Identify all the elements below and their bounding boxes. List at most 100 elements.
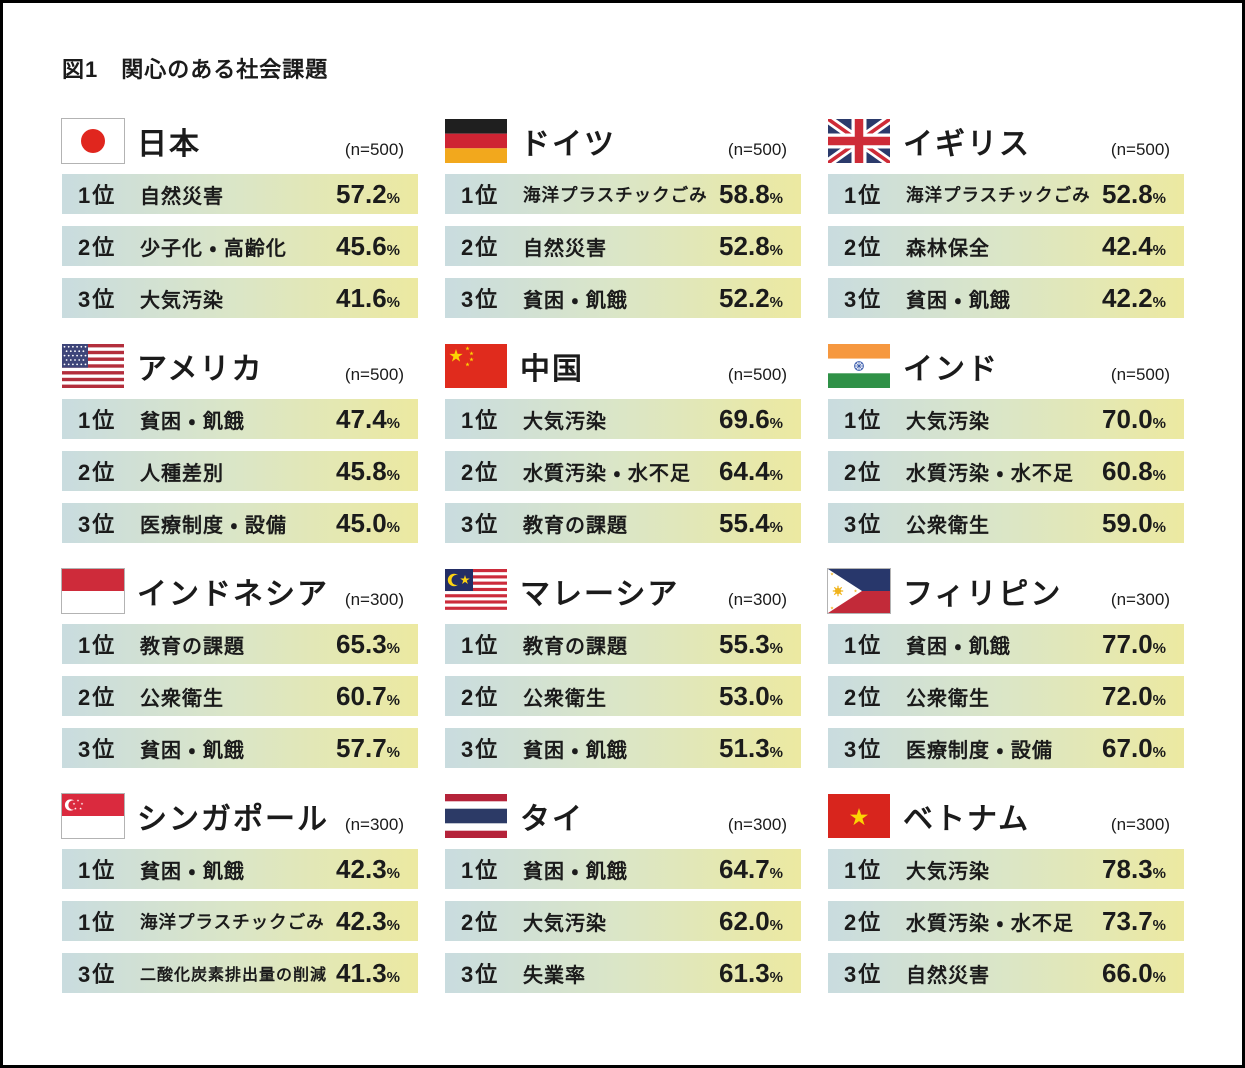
rank-row: 2位 自然災害 52.8% (445, 226, 801, 266)
rank-label: 2位 (461, 235, 500, 260)
issue-label: 大気汚染 (523, 912, 607, 935)
percent-value: 42.3% (336, 853, 400, 884)
japan-flag-icon (61, 118, 125, 164)
country-card-philippines: フィリピン (n=300) 1位 貧困 ・ 飢餓 77.0% 2位 公衆衛生 72.0%… (827, 568, 1184, 768)
issue-label: 人種差別 (140, 462, 224, 485)
rank-row: 2位 水質汚染 ・ 水不足 73.7% (828, 901, 1184, 941)
issue-label: 海洋プラスチックごみ (523, 184, 708, 205)
percent-value: 42.2% (1102, 282, 1166, 313)
uk-flag-icon (828, 119, 890, 163)
country-header: 中国 (n=500) (445, 343, 801, 389)
china-flag-icon (445, 344, 507, 388)
percent-value: 62.0% (719, 905, 783, 936)
country-header: インド (n=500) (828, 343, 1184, 389)
sample-size: (n=500) (1110, 140, 1170, 159)
issue-label: 教育の課題 (523, 514, 628, 537)
issue-label: 公衆衛生 (140, 687, 224, 710)
country-name: シンガポール (137, 803, 329, 836)
percent-value: 77.0% (1102, 628, 1166, 659)
rank-row: 3位 公衆衛生 59.0% (828, 503, 1184, 543)
issue-label: 水質汚染 ・ 水不足 (906, 462, 1074, 485)
rank-row: 1位 貧困 ・ 飢餓 64.7% (445, 849, 801, 889)
sample-size: (n=500) (1110, 365, 1170, 384)
rank-label: 1位 (844, 408, 883, 433)
rank-label: 1位 (461, 633, 500, 658)
rank-label: 2位 (78, 460, 117, 485)
indonesia-flag-icon (61, 568, 125, 614)
malaysia-flag-icon (445, 569, 507, 613)
rank-label: 1位 (78, 910, 117, 935)
sample-size: (n=300) (727, 590, 787, 609)
rank-row: 1位 貧困 ・ 飢餓 42.3% (62, 849, 418, 889)
percent-value: 73.7% (1102, 905, 1166, 936)
country-name: フィリピン (903, 578, 1063, 611)
rank-row: 3位 医療制度 ・ 設備 45.0% (62, 503, 418, 543)
sample-size: (n=300) (727, 815, 787, 834)
rank-label: 2位 (844, 685, 883, 710)
rank-label: 1位 (844, 858, 883, 883)
country-header: タイ (n=300) (445, 793, 801, 839)
issue-label: 医療制度 ・ 設備 (140, 514, 287, 537)
percent-value: 57.2% (336, 178, 400, 209)
rank-label: 1位 (78, 183, 117, 208)
country-name: ドイツ (520, 128, 616, 161)
india-flag-icon (828, 344, 890, 388)
issue-label: 公衆衛生 (523, 687, 607, 710)
rank-label: 3位 (78, 962, 117, 987)
sample-size: (n=300) (344, 590, 404, 609)
rank-row: 1位 大気汚染 78.3% (828, 849, 1184, 889)
issue-label: 二酸化炭素排出量の削減 (140, 967, 328, 984)
rank-label: 1位 (461, 858, 500, 883)
rank-row: 3位 貧困 ・ 飢餓 51.3% (445, 728, 801, 768)
country-card-uk: イギリス (n=500) 1位 海洋プラスチックごみ 52.8% 2位 森林保全 42.… (828, 118, 1184, 318)
percent-value: 45.6% (336, 230, 400, 261)
percent-value: 72.0% (1102, 680, 1166, 711)
rank-label: 2位 (461, 685, 500, 710)
rank-row: 2位 大気汚染 62.0% (445, 901, 801, 941)
figure-title: 図1 関心のある社会課題 (62, 57, 329, 82)
percent-value: 42.3% (336, 905, 400, 936)
percent-value: 55.4% (719, 507, 783, 538)
sample-size: (n=300) (1110, 590, 1170, 609)
rank-label: 3位 (844, 737, 883, 762)
sample-size: (n=300) (1110, 815, 1170, 834)
issue-label: 大気汚染 (906, 860, 990, 883)
issue-label: 海洋プラスチックごみ (906, 184, 1091, 205)
sample-size: (n=500) (727, 365, 787, 384)
country-name: ベトナム (903, 803, 1031, 836)
rank-label: 3位 (461, 962, 500, 987)
issue-label: 大気汚染 (906, 410, 990, 433)
rank-row: 3位 貧困 ・ 飢餓 52.2% (445, 278, 801, 318)
percent-value: 55.3% (719, 628, 783, 659)
issue-label: 貧困 ・ 飢餓 (523, 289, 628, 312)
country-header: マレーシア (n=300) (445, 568, 801, 614)
rank-row: 2位 森林保全 42.4% (828, 226, 1184, 266)
sample-size: (n=500) (727, 140, 787, 159)
rank-row: 3位 貧困 ・ 飢餓 57.7% (62, 728, 418, 768)
sample-size: (n=500) (344, 140, 404, 159)
percent-value: 65.3% (336, 628, 400, 659)
rank-row: 3位 貧困 ・ 飢餓 42.2% (828, 278, 1184, 318)
country-name: イギリス (903, 128, 1031, 161)
issue-label: 貧困 ・ 飢餓 (140, 860, 245, 883)
country-header: シンガポール (n=300) (61, 793, 418, 839)
rank-label: 3位 (844, 962, 883, 987)
percent-value: 67.0% (1102, 732, 1166, 763)
germany-flag-icon (445, 119, 507, 163)
percent-value: 61.3% (719, 957, 783, 988)
issue-label: 公衆衛生 (906, 687, 990, 710)
issue-label: 大気汚染 (140, 289, 224, 312)
percent-value: 69.6% (719, 403, 783, 434)
percent-value: 45.0% (336, 507, 400, 538)
rank-label: 2位 (844, 460, 883, 485)
issue-label: 公衆衛生 (906, 514, 990, 537)
percent-value: 52.8% (1102, 178, 1166, 209)
rank-label: 1位 (78, 633, 117, 658)
rank-row: 2位 水質汚染 ・ 水不足 64.4% (445, 451, 801, 491)
rank-label: 2位 (78, 685, 117, 710)
rank-label: 1位 (78, 858, 117, 883)
issue-label: 水質汚染 ・ 水不足 (906, 912, 1074, 935)
percent-value: 52.8% (719, 230, 783, 261)
rank-label: 3位 (844, 287, 883, 312)
issue-label: 失業率 (523, 964, 586, 987)
